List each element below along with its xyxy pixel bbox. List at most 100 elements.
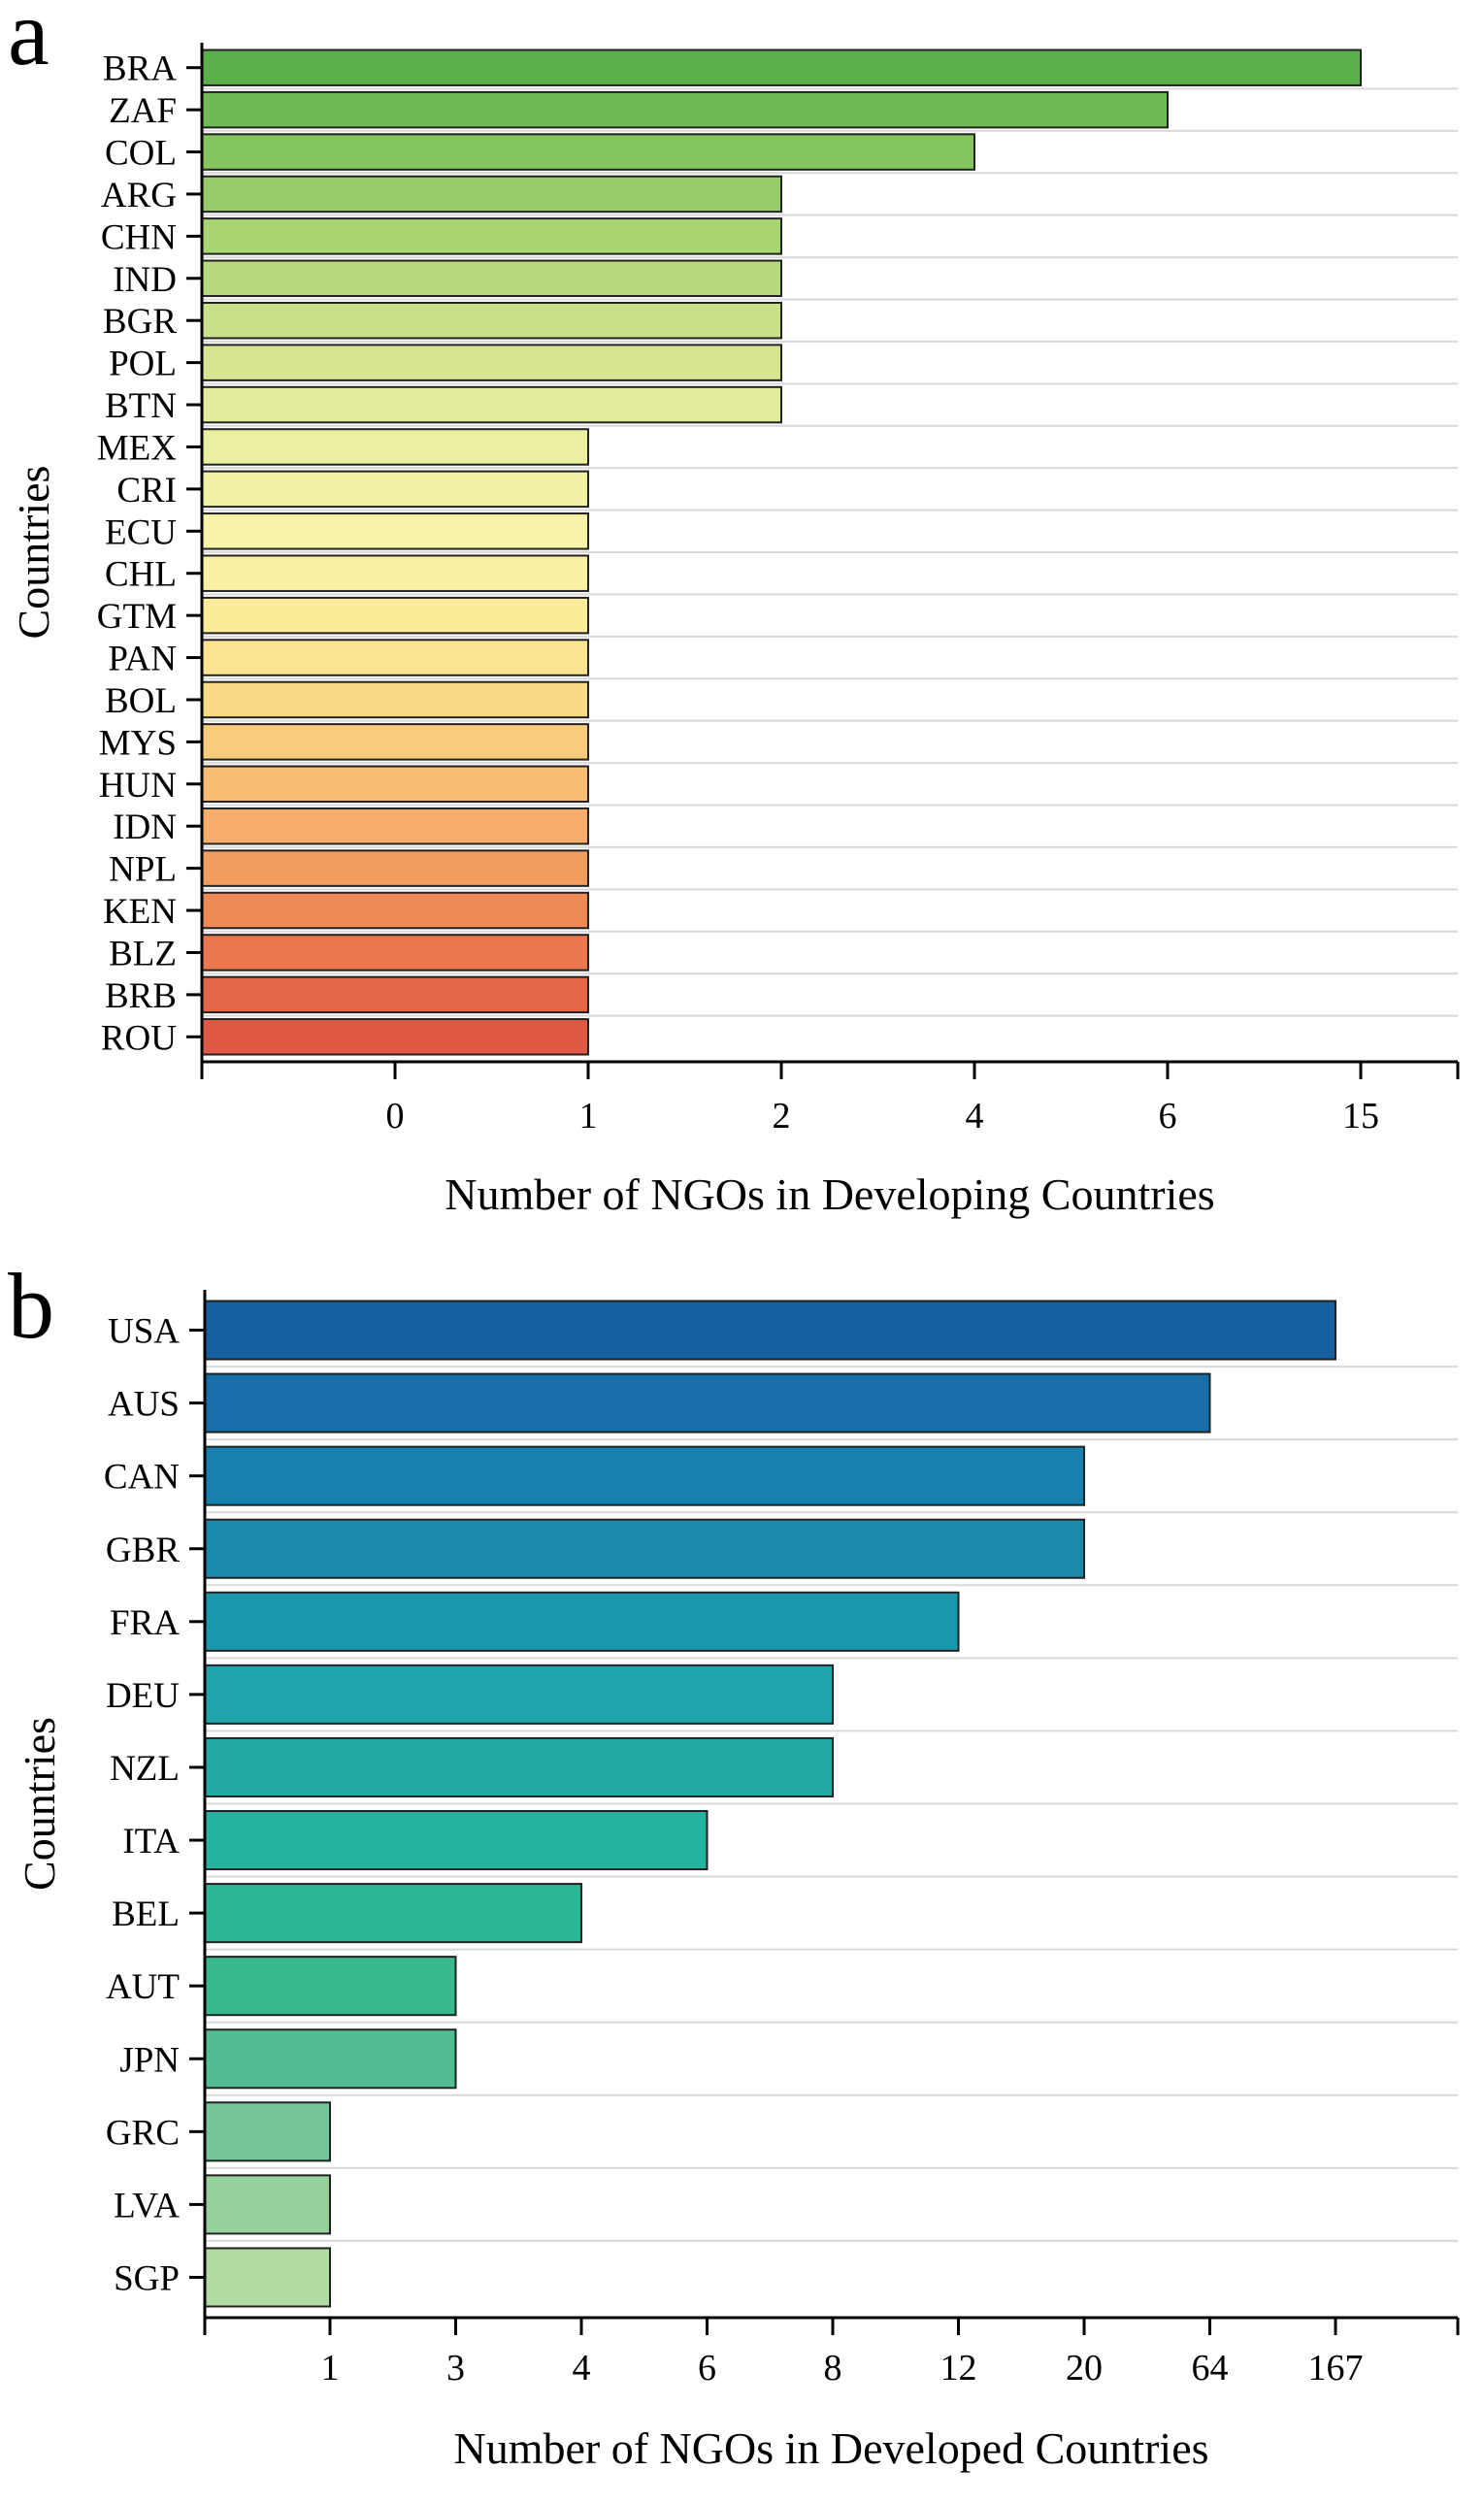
bar-bol <box>201 680 589 719</box>
category-label-bel: BEL <box>112 1894 180 1934</box>
category-label-bgr: BGR <box>103 302 177 342</box>
bar-col <box>201 133 975 171</box>
category-label-nzl: NZL <box>110 1749 180 1789</box>
x-tick-label: 167 <box>1308 2348 1364 2389</box>
bar-lva <box>204 2174 331 2235</box>
bar-pan <box>201 639 589 676</box>
category-label-zaf: ZAF <box>109 91 177 131</box>
bar-arg <box>201 175 782 214</box>
bar-chl <box>201 554 589 592</box>
bar-rou <box>201 1018 589 1056</box>
category-label-ind: IND <box>113 260 177 300</box>
x-tick-label: 4 <box>966 1096 984 1137</box>
category-label-brb: BRB <box>105 976 177 1016</box>
x-tick-label: 4 <box>573 2348 591 2389</box>
x-tick-label: 20 <box>1066 2348 1103 2389</box>
bar-usa <box>204 1300 1336 1361</box>
category-label-lva: LVA <box>114 2186 180 2225</box>
category-label-rou: ROU <box>101 1018 177 1058</box>
bar-ken <box>201 891 589 930</box>
bar-nzl <box>204 1736 834 1797</box>
bar-gtm <box>201 596 589 635</box>
category-label-jpn: JPN <box>119 2040 180 2080</box>
category-label-cri: CRI <box>116 471 177 511</box>
category-label-arg: ARG <box>101 176 177 215</box>
category-label-grc: GRC <box>106 2113 180 2153</box>
category-label-gtm: GTM <box>97 597 177 637</box>
category-label-can: CAN <box>104 1458 180 1498</box>
bar-grc <box>204 2101 331 2162</box>
bar-mys <box>201 723 589 761</box>
bar-gbr <box>204 1518 1085 1579</box>
bar-jpn <box>204 2028 457 2090</box>
category-label-chn: CHN <box>101 217 177 257</box>
x-tick-label: 6 <box>698 2348 716 2389</box>
category-label-mex: MEX <box>97 428 178 468</box>
bar-fra <box>204 1591 960 1652</box>
bar-cri <box>201 470 589 509</box>
bar-bra <box>201 49 1362 86</box>
bar-hun <box>201 765 589 804</box>
category-label-gbr: GBR <box>106 1531 180 1570</box>
x-tick-label: 15 <box>1342 1096 1379 1137</box>
panel-b-letter: b <box>8 1254 54 1358</box>
category-label-bra: BRA <box>103 49 177 89</box>
category-label-pan: PAN <box>108 640 177 679</box>
category-label-btn: BTN <box>105 386 177 426</box>
category-label-aut: AUT <box>106 1967 180 2007</box>
y-axis-title: Countries <box>9 466 58 640</box>
bar-blz <box>201 934 589 972</box>
category-label-ken: KEN <box>103 892 177 932</box>
bar-deu <box>204 1664 834 1725</box>
category-label-blz: BLZ <box>109 934 177 973</box>
bar-brb <box>201 975 589 1014</box>
category-label-ecu: ECU <box>105 512 177 552</box>
bar-pol <box>201 344 782 381</box>
category-label-usa: USA <box>108 1312 180 1352</box>
bar-aut <box>204 1956 457 2017</box>
panel-a-developing-chart: a BRAZAFCOLARGCHNINDBGRPOLBTNMEXCRIECUCH… <box>8 0 1460 1219</box>
bar-mex <box>201 428 589 466</box>
category-label-mys: MYS <box>99 723 177 763</box>
category-label-ita: ITA <box>122 1822 180 1862</box>
bar-ita <box>204 1810 709 1871</box>
category-label-sgp: SGP <box>114 2258 180 2298</box>
x-axis-title: Number of NGOs in Developing Countries <box>445 1170 1214 1219</box>
category-label-chl: CHL <box>105 555 177 595</box>
bar-idn <box>201 807 589 845</box>
category-label-bol: BOL <box>105 681 177 721</box>
category-label-idn: IDN <box>113 807 177 847</box>
bar-bel <box>204 1883 582 1944</box>
x-tick-label: 2 <box>773 1096 791 1137</box>
category-label-col: COL <box>105 134 177 174</box>
bar-sgp <box>204 2247 331 2308</box>
bar-zaf <box>201 90 1169 129</box>
category-label-aus: AUS <box>108 1385 180 1425</box>
category-label-pol: POL <box>109 345 177 384</box>
x-tick-label: 1 <box>321 2348 340 2389</box>
bar-can <box>204 1445 1085 1506</box>
bar-ecu <box>201 512 589 550</box>
x-tick-label: 3 <box>446 2348 465 2389</box>
x-tick-label: 12 <box>940 2348 977 2389</box>
x-tick-label: 64 <box>1192 2348 1229 2389</box>
bar-bgr <box>201 301 782 340</box>
bar-ind <box>201 259 782 298</box>
x-axis-title: Number of NGOs in Developed Countries <box>453 2423 1208 2473</box>
bar-chn <box>201 217 782 255</box>
category-label-fra: FRA <box>110 1603 180 1643</box>
category-label-npl: NPL <box>109 850 177 890</box>
bar-npl <box>201 849 589 887</box>
x-tick-label: 8 <box>824 2348 842 2389</box>
bar-aus <box>204 1372 1211 1433</box>
x-tick-label: 1 <box>579 1096 598 1137</box>
x-tick-label: 6 <box>1159 1096 1177 1137</box>
category-label-hun: HUN <box>99 766 177 806</box>
panel-a-letter: a <box>8 0 49 84</box>
category-label-deu: DEU <box>106 1676 180 1716</box>
x-tick-label: 0 <box>386 1096 405 1137</box>
y-axis-title: Countries <box>15 1717 64 1891</box>
bar-btn <box>201 385 782 424</box>
panel-b-developed-chart: b USA AUS CAN GBR FRA DEU NZL ITA BEL AUT JPN GRC LV… <box>8 1254 1460 2473</box>
